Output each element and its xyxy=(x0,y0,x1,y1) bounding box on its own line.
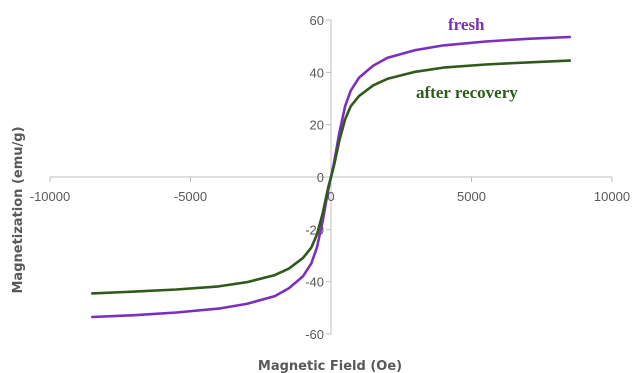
y-tick-label: 60 xyxy=(310,13,324,28)
x-tick-label: -5000 xyxy=(174,189,207,204)
series-label-after-recovery: after recovery xyxy=(416,83,518,102)
x-tick-label: 0 xyxy=(327,189,334,204)
y-tick-label: 40 xyxy=(310,65,324,80)
y-tick-label: 20 xyxy=(310,118,324,133)
x-tick-label: 5000 xyxy=(457,189,486,204)
x-axis-title: Magnetic Field (Oe) xyxy=(258,359,402,373)
x-tick-label: -10000 xyxy=(30,189,70,204)
x-tick-label: 10000 xyxy=(594,189,630,204)
y-tick-label: -60 xyxy=(305,327,324,342)
series-label-fresh: fresh xyxy=(448,15,485,34)
series-lines xyxy=(90,35,572,319)
y-tick-label: -40 xyxy=(305,275,324,290)
series-line-after-recovery xyxy=(90,59,572,295)
y-tick-label: 0 xyxy=(317,170,324,185)
y-axis-title: Magnetization (emu/g) xyxy=(11,126,26,293)
